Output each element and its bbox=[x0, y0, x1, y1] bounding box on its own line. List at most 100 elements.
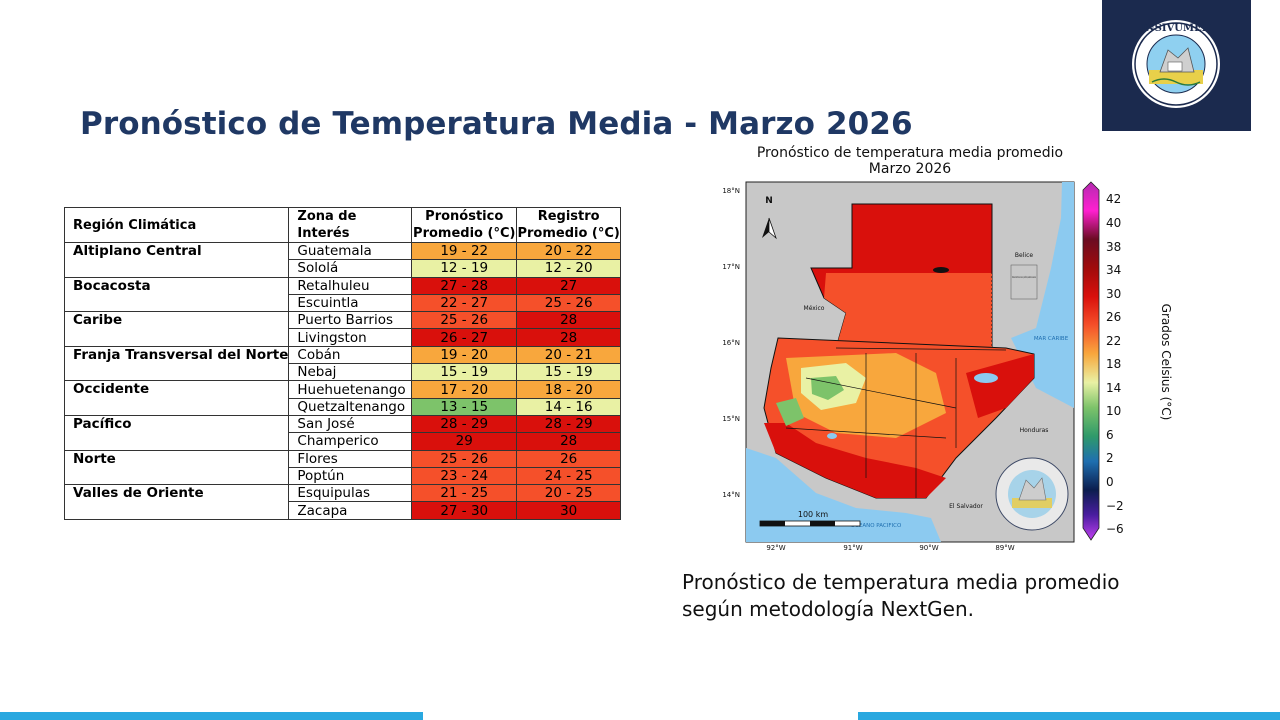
forecast-cell: 27 - 30 bbox=[411, 501, 518, 520]
colorbar-tick: 26 bbox=[1106, 310, 1121, 324]
header-record: Registro Promedio (°C) bbox=[516, 207, 621, 243]
page-title: Pronóstico de Temperatura Media - Marzo … bbox=[80, 106, 913, 142]
record-cell: 28 - 29 bbox=[516, 414, 621, 434]
forecast-cell: 12 - 19 bbox=[411, 259, 518, 278]
table-row: Sololá 12 - 19 12 - 20 bbox=[65, 259, 621, 278]
colorbar-tick: 10 bbox=[1106, 404, 1121, 418]
region-cell: Caribe bbox=[63, 311, 290, 347]
north-label: N bbox=[765, 196, 773, 206]
footer-bar-right bbox=[858, 712, 1280, 720]
record-cell: 30 bbox=[516, 501, 621, 520]
record-cell: 26 bbox=[516, 449, 621, 468]
zone-cell: Esquipulas bbox=[288, 484, 413, 503]
table-header-row: Región Climática Zona de Interés Pronóst… bbox=[63, 207, 621, 243]
record-cell: 14 - 16 bbox=[516, 397, 621, 416]
colorbar-tick: 2 bbox=[1106, 451, 1114, 465]
zone-cell: Retalhuleu bbox=[288, 276, 413, 295]
lon-label: 89°W bbox=[995, 544, 1014, 552]
colorbar-tick: −6 bbox=[1106, 522, 1124, 536]
forecast-cell: 27 - 28 bbox=[411, 276, 518, 295]
record-cell: 20 - 21 bbox=[516, 345, 621, 365]
logo-panel: INSIVUMEH bbox=[1102, 0, 1251, 131]
forecast-cell: 21 - 25 bbox=[411, 484, 518, 503]
forecast-cell: 28 - 29 bbox=[411, 414, 518, 434]
map-title-line2: Marzo 2026 bbox=[868, 161, 952, 177]
forecast-cell: 17 - 20 bbox=[411, 380, 518, 399]
forecast-cell: 25 - 26 bbox=[411, 449, 518, 468]
zone-cell: San José bbox=[288, 414, 413, 434]
region-cell: Franja Transversal del Norte bbox=[63, 345, 290, 382]
colorbar-tick: 42 bbox=[1106, 192, 1121, 206]
zone-cell: Huehuetenango bbox=[288, 380, 413, 399]
table-row: Occidente Huehuetenango 17 - 20 18 - 20 bbox=[63, 380, 621, 416]
logo-text: INSIVUMEH bbox=[1141, 23, 1211, 34]
zone-cell: Puerto Barrios bbox=[288, 311, 413, 330]
zone-cell: Poptún bbox=[288, 466, 413, 486]
lat-label: 18°N bbox=[722, 187, 740, 195]
lake-peten bbox=[933, 267, 949, 273]
record-cell: 24 - 25 bbox=[516, 466, 621, 486]
zone-cell: Zacapa bbox=[288, 501, 413, 520]
forecast-cell: 29 bbox=[411, 432, 518, 451]
colorbar-tick: 0 bbox=[1106, 475, 1114, 489]
region-cell: Norte bbox=[63, 449, 290, 486]
colorbar-tick: −2 bbox=[1106, 499, 1124, 513]
forecast-cell: 15 - 19 bbox=[411, 363, 518, 382]
record-cell: 28 bbox=[516, 328, 621, 347]
caption-line1: Pronóstico de temperatura media promedio bbox=[682, 570, 1120, 594]
zone-cell: Flores bbox=[288, 449, 413, 468]
department-boundaries bbox=[785, 347, 1007, 498]
forecast-cell: 19 - 22 bbox=[411, 241, 518, 261]
svg-text:Diferendo territorial, insular: Diferendo territorial, insular y marítim… bbox=[1012, 275, 1036, 279]
temperature-table: Región Climática Zona de Interés Pronóst… bbox=[63, 207, 621, 520]
lake-izabal bbox=[974, 373, 998, 383]
colorbar-tick: 38 bbox=[1106, 240, 1121, 254]
caption-line2: según metodología NextGen. bbox=[682, 597, 975, 621]
table-row: Valles de Oriente Esquipulas 21 - 25 20 … bbox=[63, 484, 621, 520]
label-mexico: México bbox=[804, 305, 825, 312]
zone-cell: Sololá bbox=[288, 259, 413, 278]
zone-cell: Escuintla bbox=[288, 293, 413, 313]
table-row: Pacífico San José 28 - 29 28 - 29 bbox=[63, 414, 621, 451]
map-watermark-logo bbox=[995, 457, 1069, 531]
caribbean-sea bbox=[1011, 182, 1074, 408]
zone-cell: Guatemala bbox=[288, 241, 413, 261]
table-row: Champerico 29 28 bbox=[65, 432, 621, 451]
zone-cell: Quetzaltenango bbox=[288, 397, 413, 416]
insivumeh-logo: INSIVUMEH bbox=[1132, 20, 1220, 108]
region-cell: Occidente bbox=[63, 380, 290, 416]
table-row: Norte Flores 25 - 26 26 bbox=[63, 449, 621, 486]
record-cell: 20 - 25 bbox=[516, 484, 621, 503]
map-frame bbox=[745, 181, 1075, 543]
map-title-line1: Pronóstico de temperatura media promedio bbox=[756, 145, 1064, 161]
colorbar-tick: 6 bbox=[1106, 428, 1114, 442]
record-cell: 20 - 22 bbox=[516, 241, 621, 261]
colorbar-tick: 22 bbox=[1106, 334, 1121, 348]
record-cell: 25 - 26 bbox=[516, 293, 621, 313]
table-row: Caribe Puerto Barrios 25 - 26 28 bbox=[63, 311, 621, 347]
record-cell: 15 - 19 bbox=[516, 363, 621, 382]
table-row: Zacapa 27 - 30 30 bbox=[65, 501, 621, 520]
header-region: Región Climática bbox=[63, 207, 290, 243]
forecast-cell: 19 - 20 bbox=[411, 345, 518, 365]
scale-bar: 100 km bbox=[759, 510, 861, 527]
label-belice: Belice bbox=[1015, 252, 1033, 259]
record-cell: 27 bbox=[516, 276, 621, 295]
zone-cell: Cobán bbox=[288, 345, 413, 365]
label-el-salvador: El Salvador bbox=[949, 503, 983, 510]
table-row: Nebaj 15 - 19 15 - 19 bbox=[65, 363, 621, 382]
caption: Pronóstico de temperatura media promedio… bbox=[682, 569, 1120, 623]
label-diferendo: Diferendo territorial, insular y marítim… bbox=[1010, 264, 1038, 300]
table-row: Livingston 26 - 27 28 bbox=[65, 328, 621, 347]
colorbar-tick: 40 bbox=[1106, 216, 1121, 230]
table-row: Escuintla 22 - 27 25 - 26 bbox=[65, 293, 621, 313]
region-highlands-cold bbox=[811, 376, 844, 400]
colorbar: 42 40 38 34 30 26 22 18 14 10 6 2 0 −2 −… bbox=[1082, 181, 1173, 541]
record-cell: 12 - 20 bbox=[516, 259, 621, 278]
lat-label: 17°N bbox=[722, 263, 740, 271]
forecast-cell: 26 - 27 bbox=[411, 328, 518, 347]
table-row: Poptún 23 - 24 24 - 25 bbox=[65, 466, 621, 486]
region-cell: Bocacosta bbox=[63, 276, 290, 313]
lon-label: 92°W bbox=[766, 544, 785, 552]
region-cell: Altiplano Central bbox=[63, 242, 290, 278]
